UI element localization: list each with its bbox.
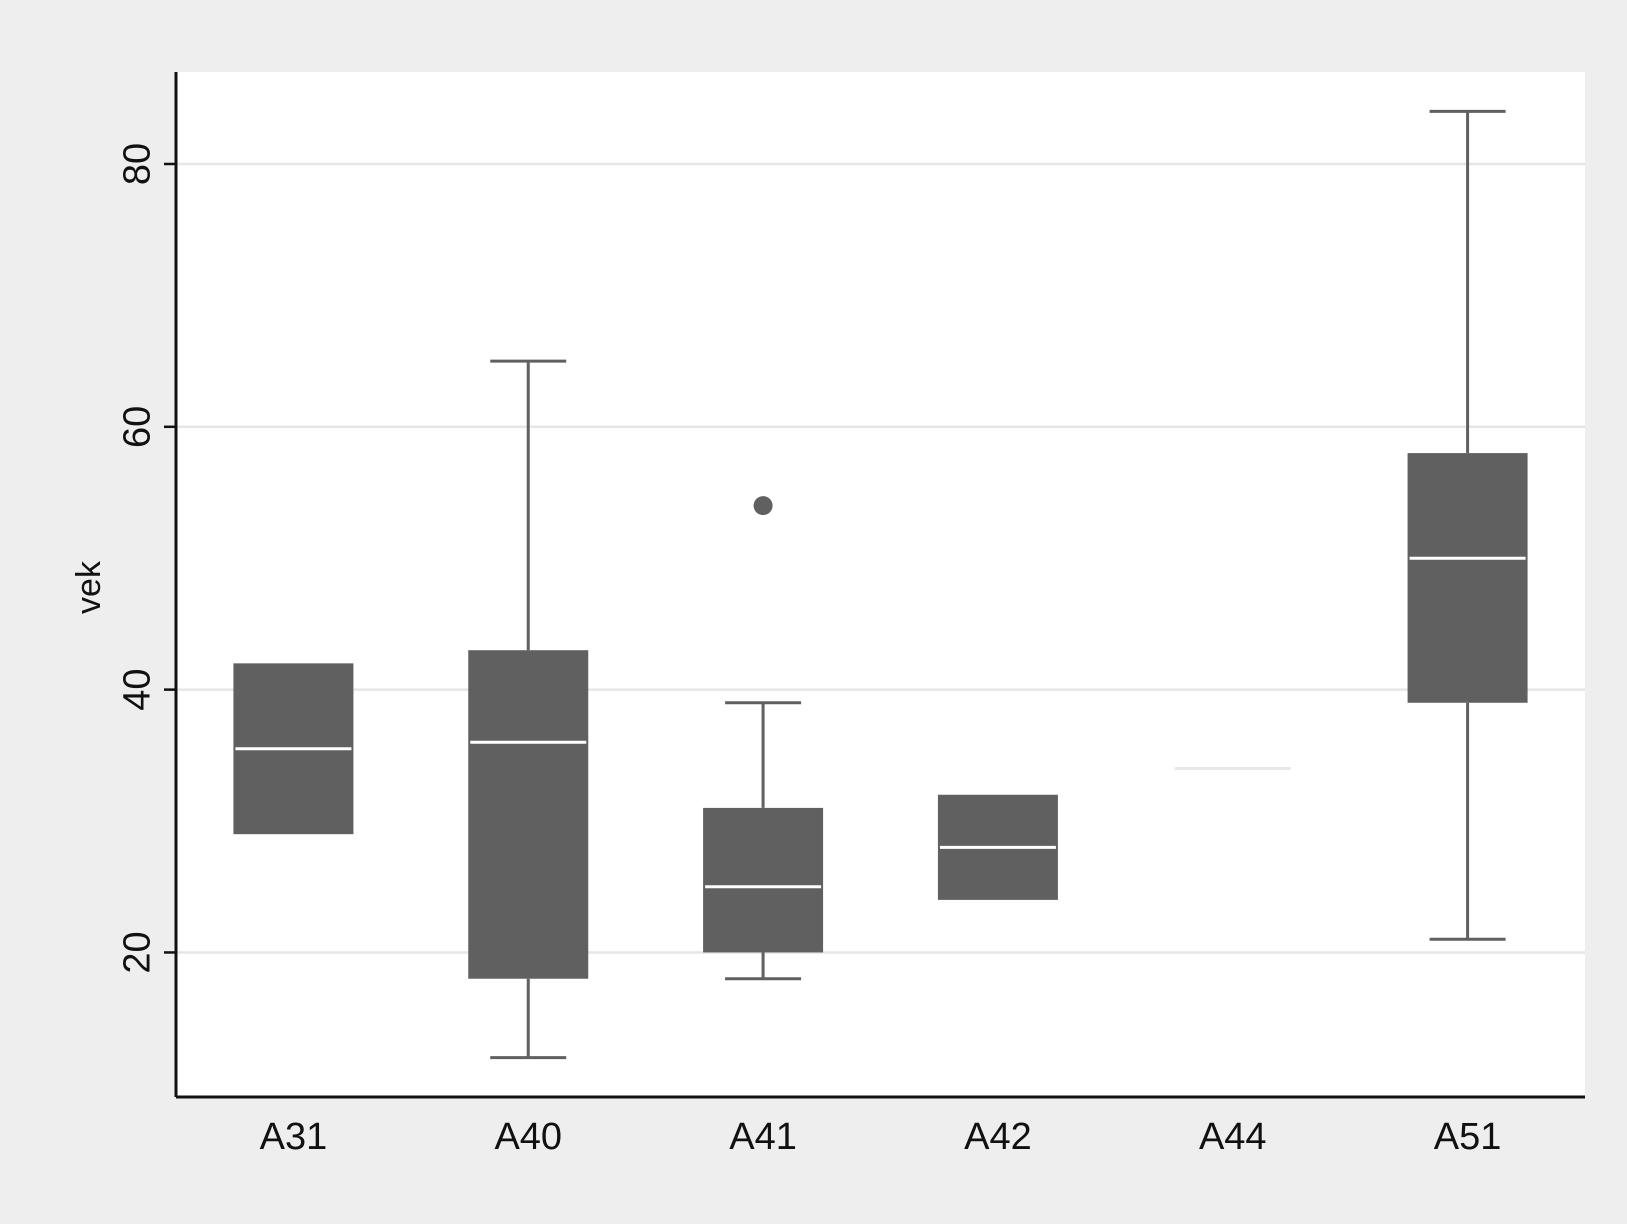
box-a41 (703, 496, 824, 981)
box-a40 (468, 359, 589, 1060)
y-axis-title: vek (70, 560, 108, 614)
x-tick-label-a44: A44 (1199, 1116, 1267, 1158)
gridlines (176, 162, 1585, 954)
x-tick-label-a41: A41 (729, 1116, 797, 1158)
box-series (233, 109, 1528, 1060)
x-tick-label-a42: A42 (964, 1116, 1032, 1158)
plot-area (176, 72, 1585, 1097)
box-a42 (937, 794, 1058, 900)
y-tick-label-60: 60 (116, 406, 158, 448)
box-a31 (233, 663, 354, 835)
x-tick-label-a51: A51 (1434, 1116, 1502, 1158)
y-tick-label-80: 80 (116, 143, 158, 185)
x-tick-label-a40: A40 (494, 1116, 562, 1158)
axes: 20 40 60 80 A31 A40 A41 A42 A44 A51 (116, 72, 1585, 1158)
y-tick-label-40: 40 (116, 668, 158, 710)
x-tick-label-a31: A31 (260, 1116, 328, 1158)
iqr-box-a40 (468, 650, 589, 979)
box-a51 (1407, 109, 1528, 941)
y-tick-label-20: 20 (116, 931, 158, 973)
outlier-point-a41-0 (753, 496, 773, 516)
iqr-box-a41 (703, 807, 824, 953)
iqr-box-a51 (1407, 453, 1528, 703)
